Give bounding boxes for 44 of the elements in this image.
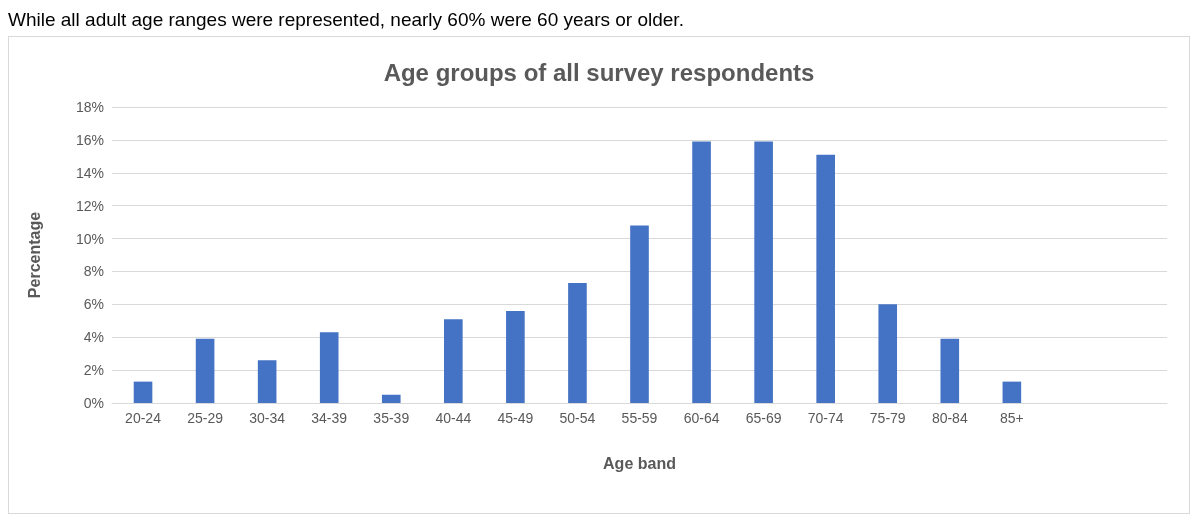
x-tick-label: 34-39	[311, 410, 348, 426]
x-tick-label: 35-39	[373, 410, 410, 426]
bar	[754, 141, 773, 403]
y-tick-label: 6%	[83, 296, 104, 313]
y-tick-label: 16%	[75, 131, 104, 148]
x-tick-label: 80-84	[931, 410, 968, 426]
bar	[319, 332, 339, 403]
x-tick-label: 60-64	[683, 410, 720, 426]
y-tick-label: 10%	[75, 230, 104, 247]
x-tick-label: 30-34	[249, 410, 286, 426]
y-tick-label: 0%	[83, 395, 104, 411]
x-tick-label: 50-54	[559, 410, 596, 426]
y-tick-label: 14%	[75, 164, 104, 181]
x-tick-label: 55-59	[621, 410, 658, 426]
x-tick-label: 45-49	[497, 410, 534, 426]
x-tick-label: 40-44	[435, 410, 472, 426]
bar	[692, 141, 711, 403]
x-tick-label: 65-69	[745, 410, 782, 426]
bar	[506, 310, 525, 403]
bar	[630, 225, 649, 403]
bar	[195, 338, 215, 403]
y-tick-label: 4%	[83, 329, 104, 346]
bar	[878, 304, 898, 403]
bar	[444, 319, 463, 403]
bar	[1002, 381, 1022, 403]
x-tick-label: 85+	[999, 410, 1024, 426]
y-tick-label: 8%	[83, 263, 104, 280]
chart-title: Age groups of all survey respondents	[383, 58, 815, 86]
bar	[568, 282, 587, 403]
bar	[940, 338, 960, 403]
bar	[133, 381, 153, 403]
bar	[381, 394, 401, 403]
y-axis-title: Percentage	[25, 211, 43, 299]
x-tick-label: 20-24	[125, 410, 162, 426]
bar	[816, 154, 835, 403]
x-tick-label: 25-29	[187, 410, 224, 426]
y-tick-label: 18%	[75, 99, 104, 115]
bar	[257, 360, 277, 403]
x-tick-label: 75-79	[869, 410, 906, 426]
x-axis-title: Age band	[603, 454, 676, 472]
x-tick-label: 70-74	[807, 410, 844, 426]
text: While all adult age ranges were represented, nearly 60% were 60 years or older.	[8, 8, 685, 32]
y-tick-label: 12%	[75, 197, 104, 214]
y-tick-label: 2%	[83, 362, 104, 379]
